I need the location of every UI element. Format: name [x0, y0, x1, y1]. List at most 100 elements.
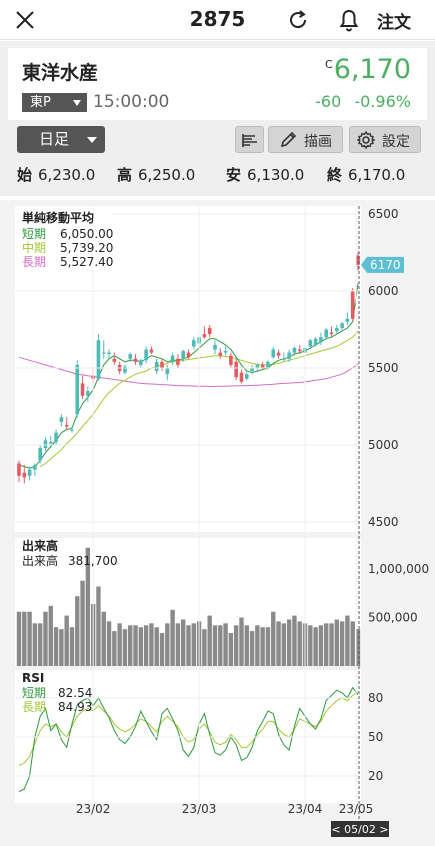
- volume-bar: [48, 605, 53, 666]
- volume-bar: [64, 615, 69, 666]
- axes-layer: 4500 5000 5500 6000 6500 500,000 1,000,000 20 50…: [15, 206, 429, 816]
- pencil-icon: [280, 131, 297, 148]
- candle-body: [292, 347, 297, 353]
- volume-tick-label: 500,000: [368, 611, 418, 625]
- candle-body: [239, 372, 244, 382]
- volume-bar: [218, 625, 223, 666]
- candle-body: [186, 352, 191, 358]
- volume-bar: [154, 627, 159, 666]
- caret-down-icon: [73, 100, 81, 106]
- refresh-icon[interactable]: [286, 8, 310, 32]
- volume-bar: [271, 611, 276, 666]
- volume-bar: [249, 631, 255, 666]
- volume-bar: [313, 627, 318, 666]
- candle-body: [271, 349, 276, 358]
- candle-body: [48, 441, 53, 444]
- quote-card: 東洋水産 東P 15:00:00 C 6,170 -60 -0.96%: [8, 48, 427, 120]
- volume-bar: [292, 615, 297, 666]
- volume-bar: [117, 623, 122, 666]
- draw-button[interactable]: 描画: [268, 126, 343, 153]
- volume-bar: [355, 629, 361, 666]
- candle-body: [313, 338, 318, 345]
- volume-bar: [233, 625, 239, 666]
- close-value: 終 6,170.0: [327, 164, 405, 185]
- order-button[interactable]: 注文: [377, 13, 411, 33]
- volume-bar: [202, 629, 207, 666]
- draw-label: 描画: [304, 134, 332, 150]
- cursor-date-tag[interactable]: < 05/02 >: [331, 821, 389, 837]
- candle-body: [335, 327, 339, 332]
- volume-bar: [170, 609, 175, 666]
- volume-tick-label: 1,000,000: [368, 562, 429, 576]
- candle-body: [154, 361, 159, 372]
- candle-body: [54, 432, 58, 442]
- rsi-short-value: 82.54: [58, 686, 92, 700]
- candle-body: [17, 463, 21, 476]
- volume-bar: [265, 627, 271, 666]
- candle-body: [176, 358, 180, 365]
- volume-bar: [244, 625, 249, 666]
- volume-bar: [32, 623, 38, 666]
- volume-bar: [101, 611, 106, 666]
- caret-down-icon: [87, 137, 97, 143]
- current-price: 6,170: [333, 54, 411, 85]
- volume-bar: [334, 619, 340, 666]
- period-select[interactable]: 日足: [17, 126, 105, 153]
- candle-body: [27, 469, 32, 476]
- top-bar: 2875 注文: [0, 0, 435, 40]
- volume-bar: [260, 627, 265, 666]
- date-tick-label: 23/02: [76, 802, 111, 816]
- volume-bar: [43, 611, 48, 666]
- volume-bar: [175, 623, 181, 666]
- volume-bar: [207, 615, 212, 666]
- candle-body: [112, 358, 117, 362]
- candle-body: [244, 374, 249, 379]
- stock-chart[interactable]: 4500 5000 5500 6000 6500 500,000 1,000,000 20 50…: [0, 200, 435, 846]
- candle-body: [43, 440, 48, 449]
- candle-body: [170, 355, 175, 362]
- open-number: 6,230.0: [38, 166, 96, 184]
- volume-bar: [345, 615, 350, 666]
- settings-label: 設定: [382, 134, 410, 150]
- stock-name: 東洋水産: [22, 62, 99, 84]
- candle-body: [234, 361, 238, 378]
- ma-mid-label: 中期: [22, 240, 46, 255]
- volume-title: 出来高: [22, 538, 58, 553]
- settings-button[interactable]: 設定: [349, 126, 421, 153]
- ma-legend: 単純移動平均 短期 6,050.00 中期 5,739.20 長期 5,527.…: [19, 210, 113, 270]
- high-label: 高: [117, 166, 133, 184]
- close-icon[interactable]: [14, 9, 36, 31]
- candle-body: [255, 364, 260, 368]
- page-title: 2875: [189, 7, 246, 31]
- volume-bar: [22, 611, 27, 666]
- volume-bar: [80, 580, 85, 666]
- open-label: 始: [17, 166, 33, 184]
- price-tick-label: 6000: [368, 284, 399, 298]
- candle-body: [218, 352, 223, 356]
- rsi-short-label: 短期: [22, 686, 46, 700]
- rsi-long-label: 長期: [22, 700, 46, 714]
- candle-body: [33, 465, 37, 470]
- volume-bar: [318, 625, 324, 666]
- ma-short-value: 6,050.00: [60, 227, 113, 241]
- quote-time: 15:00:00: [93, 92, 170, 112]
- volume-bar: [16, 611, 22, 666]
- ma-long-label: 長期: [22, 255, 46, 269]
- indicator-button[interactable]: [235, 126, 264, 153]
- candle-body: [96, 340, 101, 379]
- low-value: 安 6,130.0: [226, 164, 304, 185]
- volume-bar: [165, 623, 170, 666]
- volume-bar: [75, 596, 80, 666]
- ma-mid-value: 5,739.20: [60, 241, 113, 255]
- date-tick-label: 23/04: [288, 802, 323, 816]
- candle-body: [165, 368, 170, 375]
- rsi-title: RSI: [22, 671, 44, 685]
- volume-bar: [239, 617, 244, 666]
- bell-icon[interactable]: [337, 8, 361, 32]
- volume-bar: [276, 621, 281, 666]
- close-number: 6,170.0: [348, 166, 406, 184]
- market-select[interactable]: 東P: [22, 93, 87, 112]
- rsi-tick-label: 80: [368, 691, 383, 705]
- candle-body: [70, 429, 74, 431]
- low-number: 6,130.0: [247, 166, 305, 184]
